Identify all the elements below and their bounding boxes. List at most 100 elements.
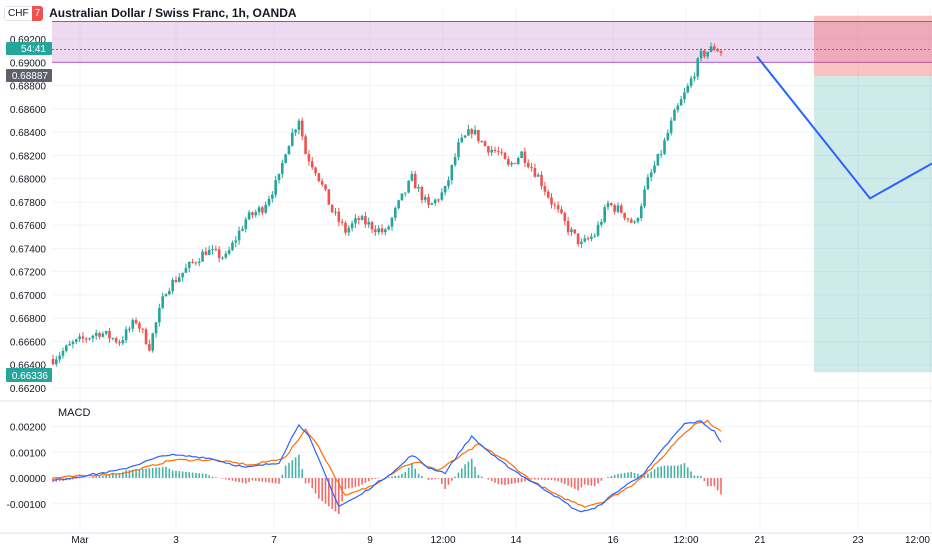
candle-body	[201, 251, 204, 262]
symbol-flag: 7	[31, 5, 44, 21]
candle-body	[164, 294, 168, 297]
candle-body	[703, 50, 706, 57]
resistance-zone	[52, 21, 932, 63]
price-labels: 54:41 0.68887 0.66336	[6, 42, 52, 382]
chart-title: Australian Dollar / Swiss Franc, 1h, OAN…	[49, 6, 297, 20]
candle-body	[423, 197, 427, 200]
symbol-currency: CHF	[4, 5, 32, 21]
candle-body	[304, 136, 307, 155]
candle-body	[586, 238, 590, 240]
candle-body	[590, 236, 593, 240]
candle-body	[290, 132, 294, 146]
candle-body	[364, 216, 367, 225]
price-tick: 0.67400	[10, 244, 47, 255]
time-tick: Mar	[71, 535, 89, 546]
symbol-badge[interactable]: CHF 7	[4, 5, 44, 21]
candle-body	[154, 322, 158, 334]
candle-body	[397, 200, 400, 209]
candle-body	[360, 216, 364, 220]
candle-body	[254, 212, 258, 216]
candle-body	[520, 151, 523, 159]
candle-body	[128, 328, 131, 330]
macd-tick: 0.00100	[10, 448, 47, 459]
macd-tick: 0.00200	[10, 423, 47, 434]
candle-body	[264, 204, 267, 213]
price-tick: 0.69200	[10, 35, 47, 46]
candle-body	[294, 129, 297, 133]
candle-body	[683, 92, 686, 100]
candle-body	[51, 358, 55, 365]
candle-body	[716, 49, 719, 52]
current-price-label-bg	[6, 69, 52, 82]
candle-body	[91, 335, 95, 339]
candle-body	[300, 120, 304, 137]
stop-zone	[814, 15, 932, 77]
signal-line	[52, 419, 722, 508]
candle-body	[297, 120, 301, 130]
candle-body	[138, 323, 141, 329]
countdown-label-bg	[6, 42, 52, 55]
candle-body	[530, 167, 533, 169]
candle-body	[357, 218, 361, 220]
candle-body	[437, 199, 440, 201]
candle-body	[576, 233, 580, 245]
candle-body	[540, 174, 543, 187]
candle-body	[374, 229, 377, 233]
time-tick: 16	[607, 535, 619, 546]
time-tick: 12:00	[673, 535, 698, 546]
candle-body	[347, 228, 351, 233]
time-tick: 14	[510, 535, 522, 546]
candle-body	[427, 197, 430, 205]
grid	[0, 8, 932, 534]
price-tick: 0.68600	[10, 105, 47, 116]
candle-body	[536, 174, 540, 177]
candle-body	[214, 249, 218, 251]
candle-body	[221, 257, 224, 259]
candle-body	[566, 221, 570, 233]
candle-body	[573, 229, 577, 234]
candle-body	[447, 180, 450, 186]
price-axis[interactable]: 0.69200 0.69000 0.68800 0.68600 0.68400 0.682…	[7, 35, 47, 511]
candle-body	[430, 203, 434, 205]
candle-body	[433, 199, 437, 204]
low-price-label-bg	[6, 368, 52, 382]
candle-body	[693, 76, 696, 79]
candle-body	[277, 173, 281, 181]
candle-body	[74, 339, 78, 342]
candle-body	[526, 162, 530, 168]
candle-body	[407, 180, 410, 193]
chart-header: CHF 7 Australian Dollar / Swiss Franc, 1…	[4, 4, 297, 22]
candle-body	[231, 242, 234, 251]
macd-title: MACD	[58, 407, 91, 419]
candle-body	[174, 279, 178, 282]
candle-body	[247, 212, 251, 220]
projection-path	[756, 55, 932, 200]
price-tick: 0.68000	[10, 175, 47, 186]
candle-body	[596, 224, 600, 236]
target-zone	[814, 76, 932, 373]
time-tick: 7	[271, 535, 277, 546]
macd-tick: -0.00100	[7, 500, 47, 511]
candle-body	[330, 204, 334, 213]
candle-body	[570, 229, 573, 233]
time-tick: 21	[754, 535, 766, 546]
candle-body	[337, 211, 341, 222]
candle-body	[281, 163, 284, 174]
time-tick: 23	[852, 535, 864, 546]
candle-body	[241, 228, 244, 231]
candle-body	[443, 185, 447, 193]
price-tick: 0.67200	[10, 268, 47, 279]
candle-body	[234, 240, 238, 243]
candle-body	[639, 206, 643, 219]
candle-body	[676, 105, 680, 110]
candle-body	[533, 167, 537, 177]
candle-body	[673, 109, 676, 121]
candle-body	[161, 296, 164, 308]
candle-body	[610, 203, 613, 206]
time-axis[interactable]: Mar 3 7 9 12:00 14 16 12:00 21 23 12:00	[71, 535, 930, 546]
candle-body	[194, 262, 198, 264]
candle-body	[237, 230, 241, 241]
candle-body	[131, 320, 135, 329]
